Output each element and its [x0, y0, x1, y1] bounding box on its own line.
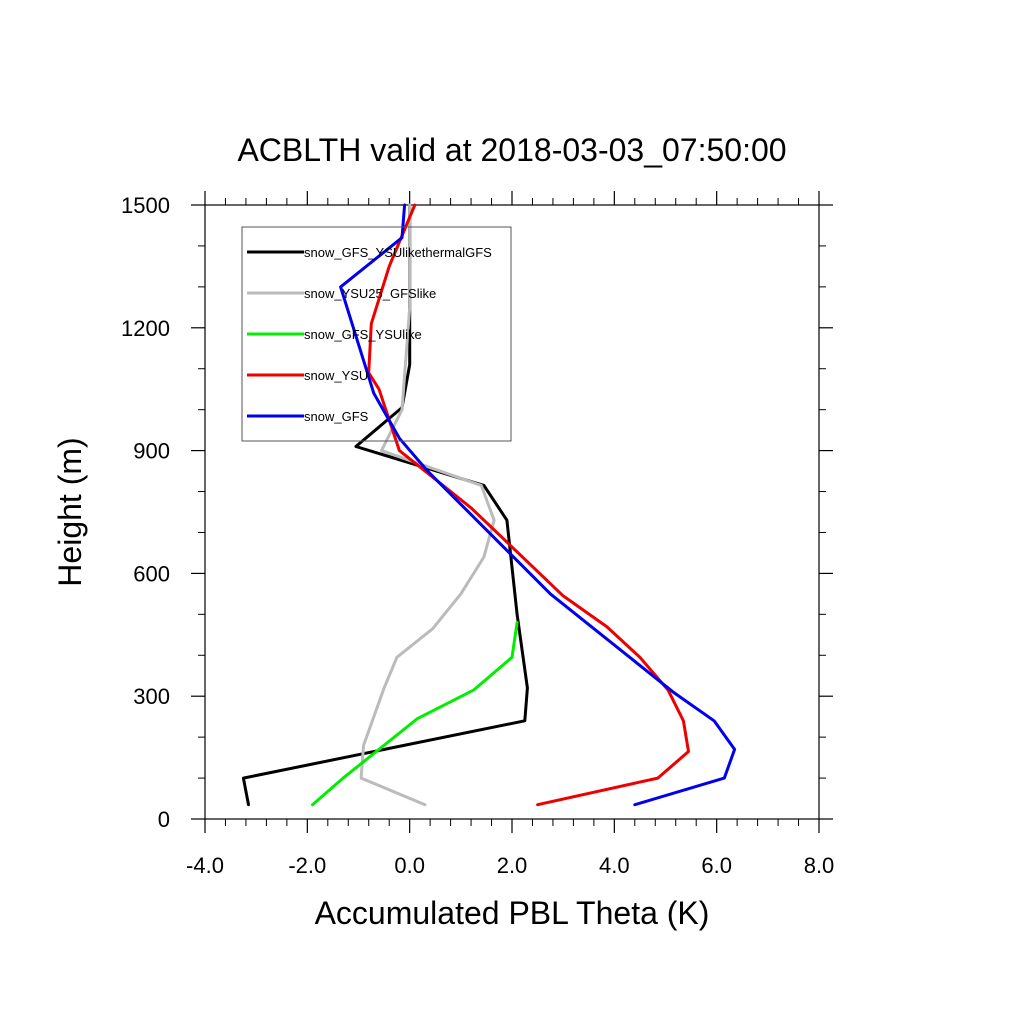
x-tick-label: -4.0 [186, 853, 224, 878]
series-layer [241, 203, 737, 807]
legend: snow_GFS_YSUlikethermalGFS snow_YSU25_GFS… [241, 226, 512, 442]
y-tick-label: 600 [133, 561, 170, 586]
y-tick-label: 900 [133, 439, 170, 464]
legend-label: snow_YSU25_GFSlike [304, 286, 436, 301]
axis-ticks: -4.0 -2.0 0.0 2.0 4.0 6.0 8.0 0 300 600 900 1200 150… [121, 191, 834, 878]
series-line-0 [241, 203, 529, 807]
legend-label: snow_GFS_YSUlikethermalGFS [304, 245, 492, 260]
x-tick-label: 0.0 [394, 853, 425, 878]
legend-label: snow_GFS [304, 409, 369, 424]
x-tick-label: 8.0 [804, 853, 835, 878]
y-tick-label: 1500 [121, 193, 170, 218]
legend-label: snow_GFS_YSUlike [304, 327, 422, 342]
series-line-4 [339, 203, 737, 807]
x-axis-label: Accumulated PBL Theta (K) [315, 895, 710, 931]
legend-label: snow_YSU [304, 368, 368, 383]
x-tick-label: 2.0 [497, 853, 528, 878]
series-line-2 [311, 621, 519, 807]
y-tick-label: 1200 [121, 316, 170, 341]
y-tick-label: 300 [133, 684, 170, 709]
chart-title: ACBLTH valid at 2018-03-03_07:50:00 [237, 132, 786, 168]
x-tick-label: 4.0 [599, 853, 630, 878]
y-axis-label: Height (m) [52, 437, 88, 586]
y-tick-label: 0 [158, 807, 170, 832]
x-tick-label: -2.0 [288, 853, 326, 878]
legend-box [241, 226, 512, 442]
x-tick-label: 6.0 [701, 853, 732, 878]
series-line-1 [359, 203, 496, 807]
series-line-3 [367, 203, 690, 807]
